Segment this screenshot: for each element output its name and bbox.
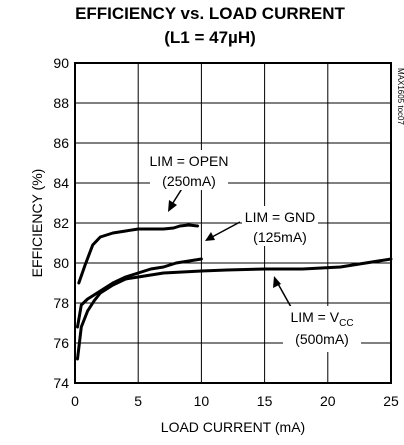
leader-lim-vcc <box>276 281 292 308</box>
figure-code: MAX1605 toc07 <box>396 68 404 125</box>
series-lim-gnd <box>76 257 203 329</box>
y-tick-labels: 74 76 78 80 82 84 86 88 90 <box>53 55 69 391</box>
grid-lines <box>75 63 391 383</box>
plot-frame <box>74 62 392 384</box>
series-curves <box>76 223 393 361</box>
y-tick-80: 80 <box>53 255 69 271</box>
annotation-bg-lim-vcc <box>283 306 361 352</box>
y-tick-84: 84 <box>53 175 69 191</box>
leader-lim-vcc-arrowhead <box>273 276 281 288</box>
y-tick-76: 76 <box>53 335 69 351</box>
annotation-lim-gnd-line2: (125mA) <box>253 229 307 245</box>
y-tick-90: 90 <box>53 55 69 71</box>
y-tick-74: 74 <box>53 375 69 391</box>
chart-title: EFFICIENCY vs. LOAD CURRENT <box>75 4 345 23</box>
leader-lim-gnd <box>211 221 241 238</box>
annotation-bg-lim-open <box>150 150 228 190</box>
x-tick-25: 25 <box>383 393 399 409</box>
annotation-lim-vcc-line2: (500mA) <box>295 331 349 347</box>
y-tick-88: 88 <box>53 95 69 111</box>
annotation-lim-vcc-line1: LIM = VCC <box>290 309 353 329</box>
leader-lim-open-arrowhead <box>168 200 177 212</box>
annotation-lim-gnd-line1: LIM = GND <box>245 209 315 225</box>
leader-lim-gnd-arrowhead <box>205 232 215 241</box>
y-tick-82: 82 <box>53 215 69 231</box>
annotation-lim-vcc-main: LIM = V <box>290 309 339 325</box>
annotation-lim-open-line1: LIM = OPEN <box>150 153 229 169</box>
annotation-lim-vcc-subscript: CC <box>339 318 353 329</box>
annotation-lim-open-line2: (250mA) <box>162 173 216 189</box>
x-tick-10: 10 <box>194 393 210 409</box>
y-tick-86: 86 <box>53 135 69 151</box>
x-axis-label: LOAD CURRENT (mA) <box>161 419 305 435</box>
x-tick-0: 0 <box>71 393 79 409</box>
x-tick-20: 20 <box>320 393 336 409</box>
y-tick-78: 78 <box>53 295 69 311</box>
y-axis-label: EFFICIENCY (%) <box>29 169 45 278</box>
series-lim-vcc <box>76 257 393 361</box>
chart-subtitle: (L1 = 47µH) <box>164 28 256 47</box>
annotation-bg-lim-gnd <box>242 206 318 246</box>
x-tick-labels: 0 5 10 15 20 25 <box>71 393 399 409</box>
series-lim-open <box>77 223 200 285</box>
x-tick-15: 15 <box>257 393 273 409</box>
x-tick-5: 5 <box>134 393 142 409</box>
